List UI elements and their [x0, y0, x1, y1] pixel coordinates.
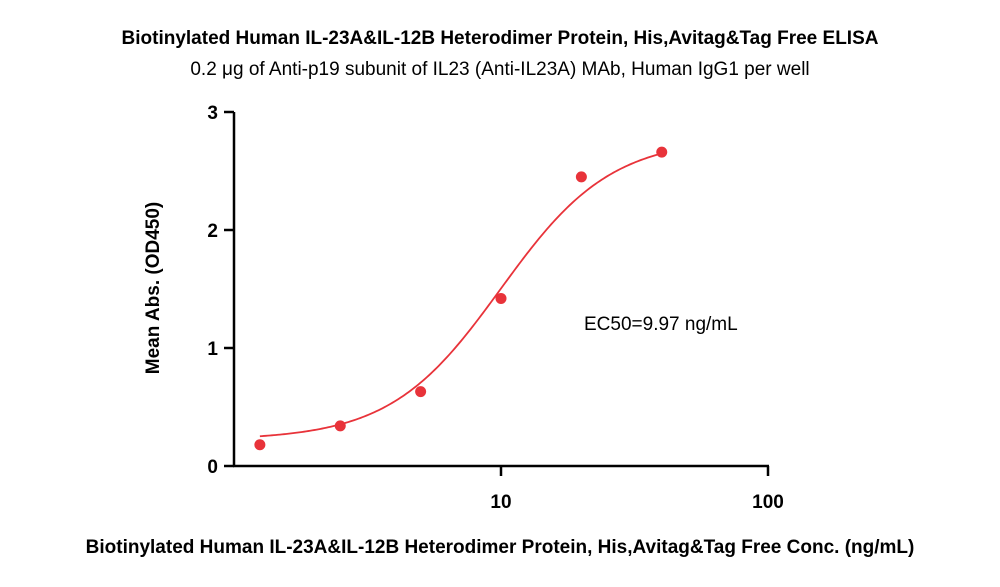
y-tick-label: 2: [207, 221, 218, 242]
x-tick-label: 10: [490, 492, 511, 513]
x-axis-label: Biotinylated Human IL-23A&IL-12B Heterod…: [85, 537, 915, 558]
y-tick-label: 1: [207, 339, 218, 360]
x-tick-label: 100: [752, 492, 784, 513]
fit-curve-group: [259, 152, 662, 438]
ec50-annotation: EC50=9.97 ng/mL: [584, 314, 738, 335]
data-point: [656, 146, 668, 158]
data-point: [575, 171, 587, 183]
data-point: [334, 420, 346, 432]
fit-curve: [259, 152, 662, 438]
data-point: [254, 439, 266, 451]
y-tick-label: 0: [207, 457, 218, 478]
data-point: [415, 386, 427, 398]
chart-title: Biotinylated Human IL-23A&IL-12B Heterod…: [121, 28, 879, 49]
chart-subtitle: 0.2 μg of Anti-p19 subunit of IL23 (Anti…: [190, 59, 810, 80]
axes: 0 1 2 3 10 100: [207, 103, 783, 513]
y-tick-label: 3: [207, 103, 218, 124]
data-point: [495, 292, 507, 304]
data-points: [254, 146, 668, 451]
y-axis-label: Mean Abs. (OD450): [143, 202, 164, 374]
